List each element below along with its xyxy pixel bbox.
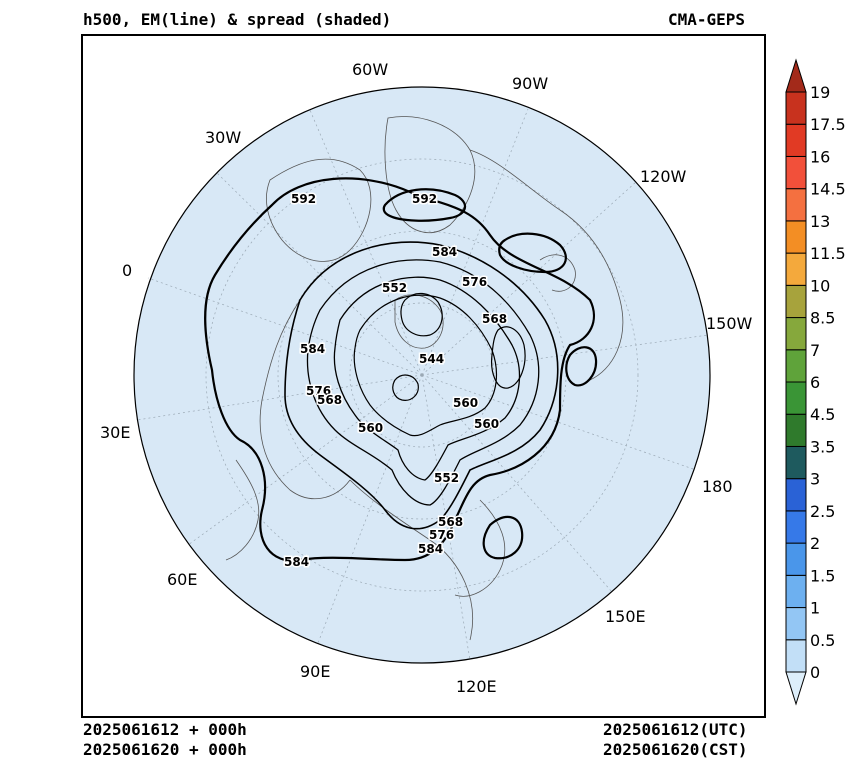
longitude-label-group: 60W 90W 30W 120W 0 150W 30E 180 60E 150E… (100, 60, 753, 696)
colorbar-tick-label: 16 (810, 147, 830, 166)
longitude-label: 90W (512, 74, 548, 93)
longitude-label: 0 (122, 261, 132, 280)
colorbar-box (785, 510, 807, 544)
colorbar-box (785, 188, 807, 222)
contour-label: 576 (429, 528, 454, 542)
colorbar-box (785, 123, 807, 157)
colorbar-box (785, 639, 807, 673)
colorbar-tick-label: 13 (810, 212, 830, 231)
colorbar-tick-label: 4.5 (810, 405, 835, 424)
colorbar-tick-label: 14.5 (810, 180, 846, 199)
longitude-label: 120E (456, 677, 497, 696)
colorbar-tick-label: 3 (810, 470, 820, 489)
contour-label-group: 592 592 584 576 552 568 584 544 576 568 … (283, 191, 509, 571)
colorbar-box (785, 252, 807, 286)
colorbar-box (785, 607, 807, 641)
contour-lines (204, 177, 598, 562)
contour-label: 584 (418, 542, 443, 556)
contour-label: 560 (453, 396, 478, 410)
contour-label: 560 (474, 417, 499, 431)
colorbar-tick-label: 2.5 (810, 502, 835, 521)
colorbar-box (785, 413, 807, 447)
longitude-label: 90E (300, 662, 330, 681)
colorbar-box (785, 349, 807, 383)
contour-label: 552 (382, 281, 407, 295)
contour-label: 568 (482, 312, 507, 326)
longitude-label: 180 (702, 477, 733, 496)
contour-label: 584 (300, 342, 325, 356)
colorbar-box (785, 542, 807, 576)
contour-label: 584 (284, 555, 309, 569)
contour-label: 568 (438, 515, 463, 529)
longitude-label: 60W (352, 60, 388, 79)
contour-label: 592 (291, 192, 316, 206)
colorbar-tick-label: 8.5 (810, 309, 835, 328)
colorbar-box (785, 478, 807, 512)
valid-time-cst: 2025061620(CST) (603, 740, 748, 759)
contour-label: 576 (462, 275, 487, 289)
longitude-label: 120W (640, 167, 687, 186)
longitude-label: 150W (706, 314, 753, 333)
coastlines (225, 116, 624, 641)
map-title: h500, EM(line) & spread (shaded) (83, 10, 392, 29)
colorbar-tick-label: 0 (810, 663, 820, 682)
model-name: CMA-GEPS (668, 10, 746, 29)
contour-label: 592 (412, 192, 437, 206)
colorbar-tick-label: 3.5 (810, 437, 835, 456)
longitude-label: 60E (167, 570, 197, 589)
colorbar-box (785, 284, 807, 319)
valid-time-utc: 2025061612(UTC) (603, 720, 748, 739)
colorbar-tick-label: 0.5 (810, 631, 835, 650)
colorbar: 1917.51614.51311.5108.5764.53.532.521.51… (785, 58, 846, 706)
colorbar-tick-label: 2 (810, 534, 820, 553)
colorbar-box (785, 91, 807, 125)
longitude-label: 150E (605, 607, 646, 626)
colorbar-box (785, 220, 807, 254)
init-time-utc: 2025061612 + 000h (83, 720, 247, 739)
colorbar-box (785, 574, 807, 609)
contour-label: 544 (419, 352, 444, 366)
colorbar-box (785, 445, 807, 480)
init-time-cst: 2025061620 + 000h (83, 740, 247, 759)
colorbar-tick-label: 6 (810, 373, 820, 392)
colorbar-box (785, 317, 807, 351)
contour-label: 576 (306, 384, 331, 398)
colorbar-tick-label: 10 (810, 276, 830, 295)
contour-label: 584 (432, 245, 457, 259)
colorbar-tick-label: 1 (810, 599, 820, 618)
contour-label: 552 (434, 471, 459, 485)
colorbar-tick-label: 1.5 (810, 566, 835, 585)
colorbar-tick-label: 19 (810, 83, 830, 102)
contour-label: 560 (358, 421, 383, 435)
longitude-label: 30W (205, 128, 241, 147)
colorbar-tick-label: 11.5 (810, 244, 846, 263)
longitude-label: 30E (100, 423, 130, 442)
colorbar-box (785, 155, 807, 190)
colorbar-max-triangle (785, 58, 807, 93)
contour-label: 568 (317, 393, 342, 407)
colorbar-box (785, 381, 807, 415)
colorbar-min-triangle (785, 671, 807, 706)
colorbar-tick-label: 17.5 (810, 115, 846, 134)
colorbar-tick-label: 7 (810, 341, 820, 360)
